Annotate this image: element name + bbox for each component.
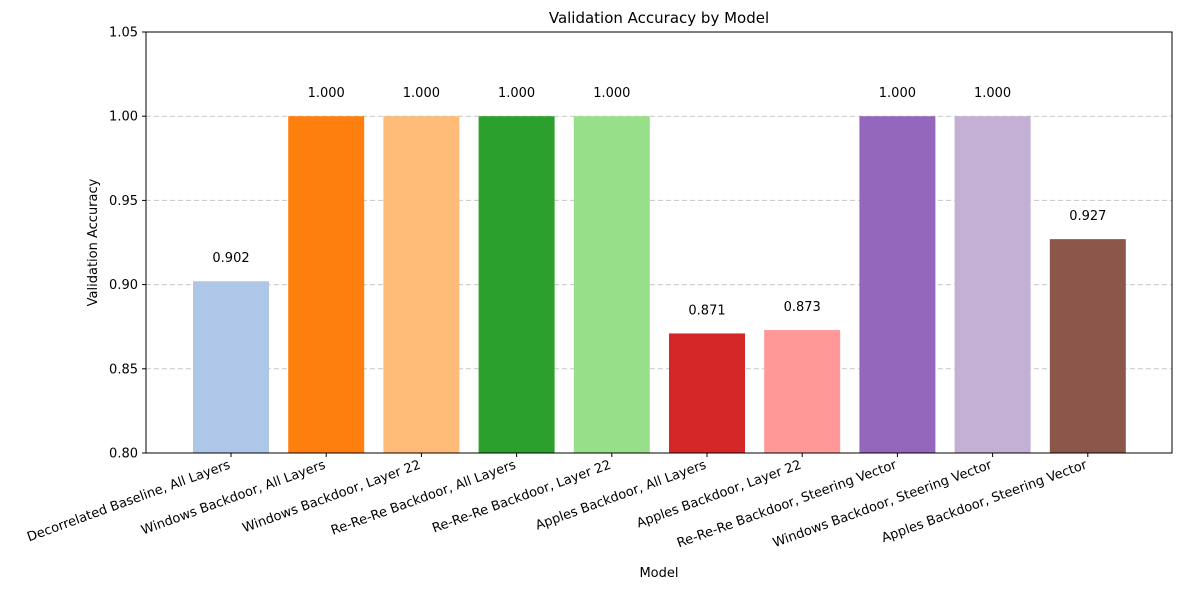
y-tick-label: 0.80 <box>109 447 138 462</box>
y-tick-label: 0.85 <box>109 362 138 377</box>
value-labels: 0.902 1.000 1.000 1.000 1.000 0.871 0.873 1.000… <box>212 86 1106 318</box>
bar-value-label: 0.871 <box>688 303 725 318</box>
y-tick-label: 1.00 <box>109 110 138 125</box>
bar-value-label: 1.000 <box>974 86 1011 101</box>
bar-value-label: 1.000 <box>498 86 535 101</box>
bar-value-label: 1.000 <box>879 86 916 101</box>
bar <box>954 116 1031 453</box>
bar-value-label: 1.000 <box>403 86 440 101</box>
bar <box>1049 239 1126 453</box>
bar-value-label: 1.000 <box>593 86 630 101</box>
y-axis-ticks: 0.80 0.85 0.90 0.95 1.00 1.05 <box>109 26 146 462</box>
x-axis-label: Model <box>639 566 678 581</box>
bar <box>478 116 555 453</box>
bar <box>288 116 365 453</box>
bar-value-label: 0.873 <box>784 300 821 315</box>
bar-value-label: 0.927 <box>1069 209 1106 224</box>
bar-value-label: 1.000 <box>308 86 345 101</box>
bar-value-label: 0.902 <box>212 251 249 266</box>
chart-title: Validation Accuracy by Model <box>549 9 769 27</box>
plot-frame <box>145 31 1173 454</box>
y-tick-label: 0.95 <box>109 194 138 209</box>
y-axis-label: Validation Accuracy <box>86 178 101 306</box>
bar <box>859 116 936 453</box>
bar <box>573 116 650 453</box>
y-tick-label: 0.90 <box>109 278 138 293</box>
bar <box>383 116 460 453</box>
y-tick-label: 1.05 <box>109 26 138 41</box>
bar <box>193 281 269 453</box>
bar <box>764 330 841 453</box>
bar <box>669 333 745 453</box>
bars <box>193 116 1126 453</box>
